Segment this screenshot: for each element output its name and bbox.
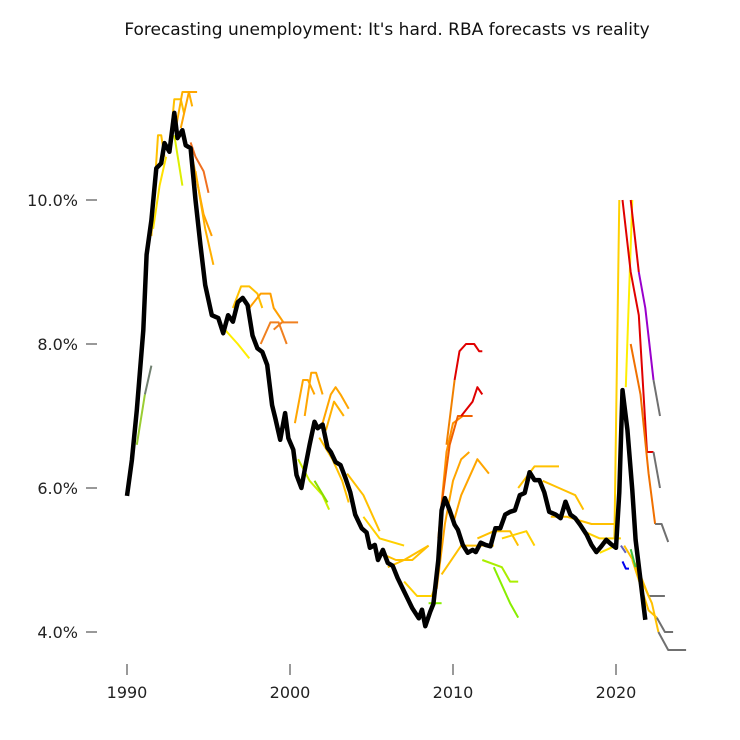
y-tick-label: 6.0% [37,479,78,498]
forecast-line [476,530,520,547]
x-tick-label: 2010 [433,683,474,702]
forecast-line [629,343,657,525]
forecast-line [621,199,654,453]
forecast-line [189,142,210,194]
forecast-line [173,135,184,186]
forecast-line [403,580,438,597]
y-tick-label: 8.0% [37,335,78,354]
forecast-line [248,292,285,323]
forecast-line [194,171,215,266]
forecast-line [362,516,405,547]
y-tick-label: 4.0% [37,623,78,642]
forecast-line [613,199,621,539]
x-tick-label: 2020 [596,683,637,702]
forecast-line [452,458,490,525]
forecast-line [492,566,520,619]
forecast-line [224,328,251,360]
forecast-line [346,472,381,532]
forecast-line [453,343,483,381]
forecast-line [313,480,329,503]
forecast-line [259,321,288,345]
forecast-line [303,371,324,417]
forecast-line [652,451,661,489]
forecast-line [439,415,473,517]
forecast-line [179,91,198,129]
forecast-line [445,379,456,445]
forecast-line [517,465,559,489]
forecast-line [652,379,661,417]
chart-title: Forecasting unemployment: It's hard. RBA… [124,20,650,40]
forecast-line [174,91,194,129]
actual-unemployment-line [124,110,648,629]
forecast-line [655,523,670,543]
forecast-line [460,386,484,417]
forecast-line [481,559,519,583]
forecast-line [293,379,316,424]
forecast-line [501,530,536,547]
forecast-line [135,394,146,445]
forecast-line [231,285,264,309]
forecast-line [620,545,627,554]
forecast-line [324,400,345,431]
forecast-line [542,479,585,511]
forecast-line [621,560,629,570]
forecast-line [152,156,168,229]
forecast-line [624,199,634,388]
forecast-line [657,631,687,651]
forecast-line [435,451,470,589]
forecast-line [321,386,350,424]
forecast-line [637,271,655,381]
x-tick-label: 1990 [107,683,148,702]
forecast-line [143,365,153,395]
forecast-line [273,321,299,331]
x-tick-label: 2000 [270,683,311,702]
forecast-line [629,199,640,273]
forecast-line [655,617,674,633]
forecast-line [582,530,621,540]
forecast-line [629,548,637,568]
y-tick-label: 10.0% [27,191,78,210]
